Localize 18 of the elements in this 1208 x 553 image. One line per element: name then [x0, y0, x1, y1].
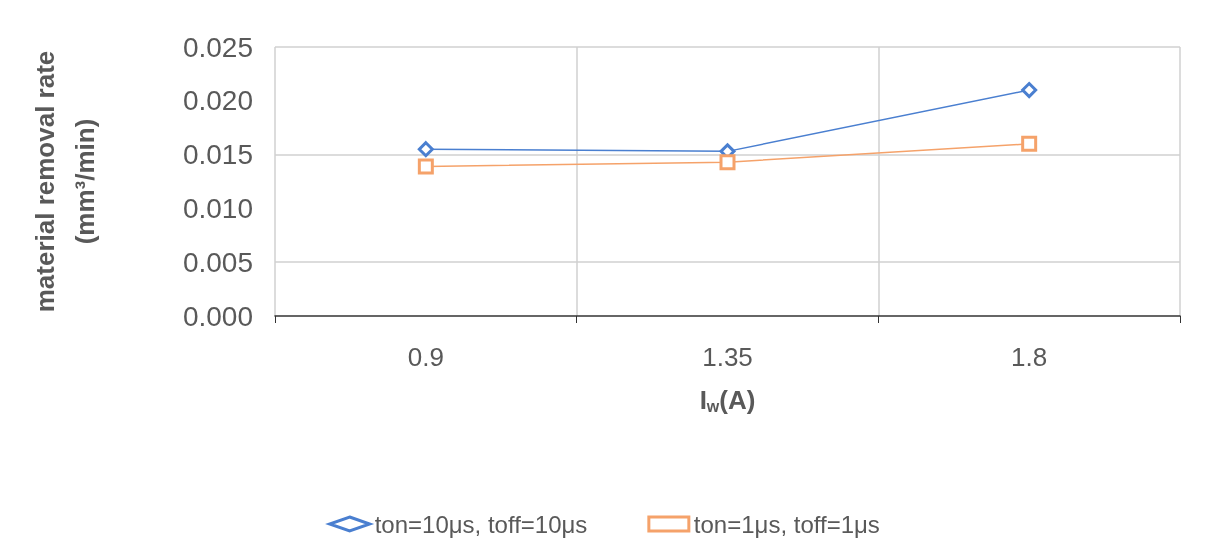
legend-label: ton=1μs, toff=1μs — [693, 510, 880, 538]
x-tick-label: 1.8 — [1011, 342, 1048, 372]
y-tick-label: 0.020 — [182, 85, 253, 117]
y-axis-title: material removal rate (mm³/min) — [30, 50, 100, 313]
x-tick-label: 1.35 — [702, 342, 753, 372]
y-tick-label: 0.005 — [182, 246, 253, 278]
x-tick-label: 0.9 — [407, 342, 444, 372]
y-tick-label: 0.010 — [182, 192, 253, 224]
point — [719, 154, 736, 171]
point — [417, 158, 434, 175]
point — [1021, 82, 1038, 99]
point — [417, 141, 434, 158]
y-tick-label: 0.015 — [182, 139, 253, 171]
point — [1021, 135, 1038, 152]
legend-label: ton=10μs, toff=10μs — [374, 510, 588, 538]
y-tick-label: 0.025 — [182, 31, 253, 63]
y-tick-label: 0.000 — [182, 300, 253, 332]
x-axis-title: Iw(A) — [699, 385, 756, 415]
